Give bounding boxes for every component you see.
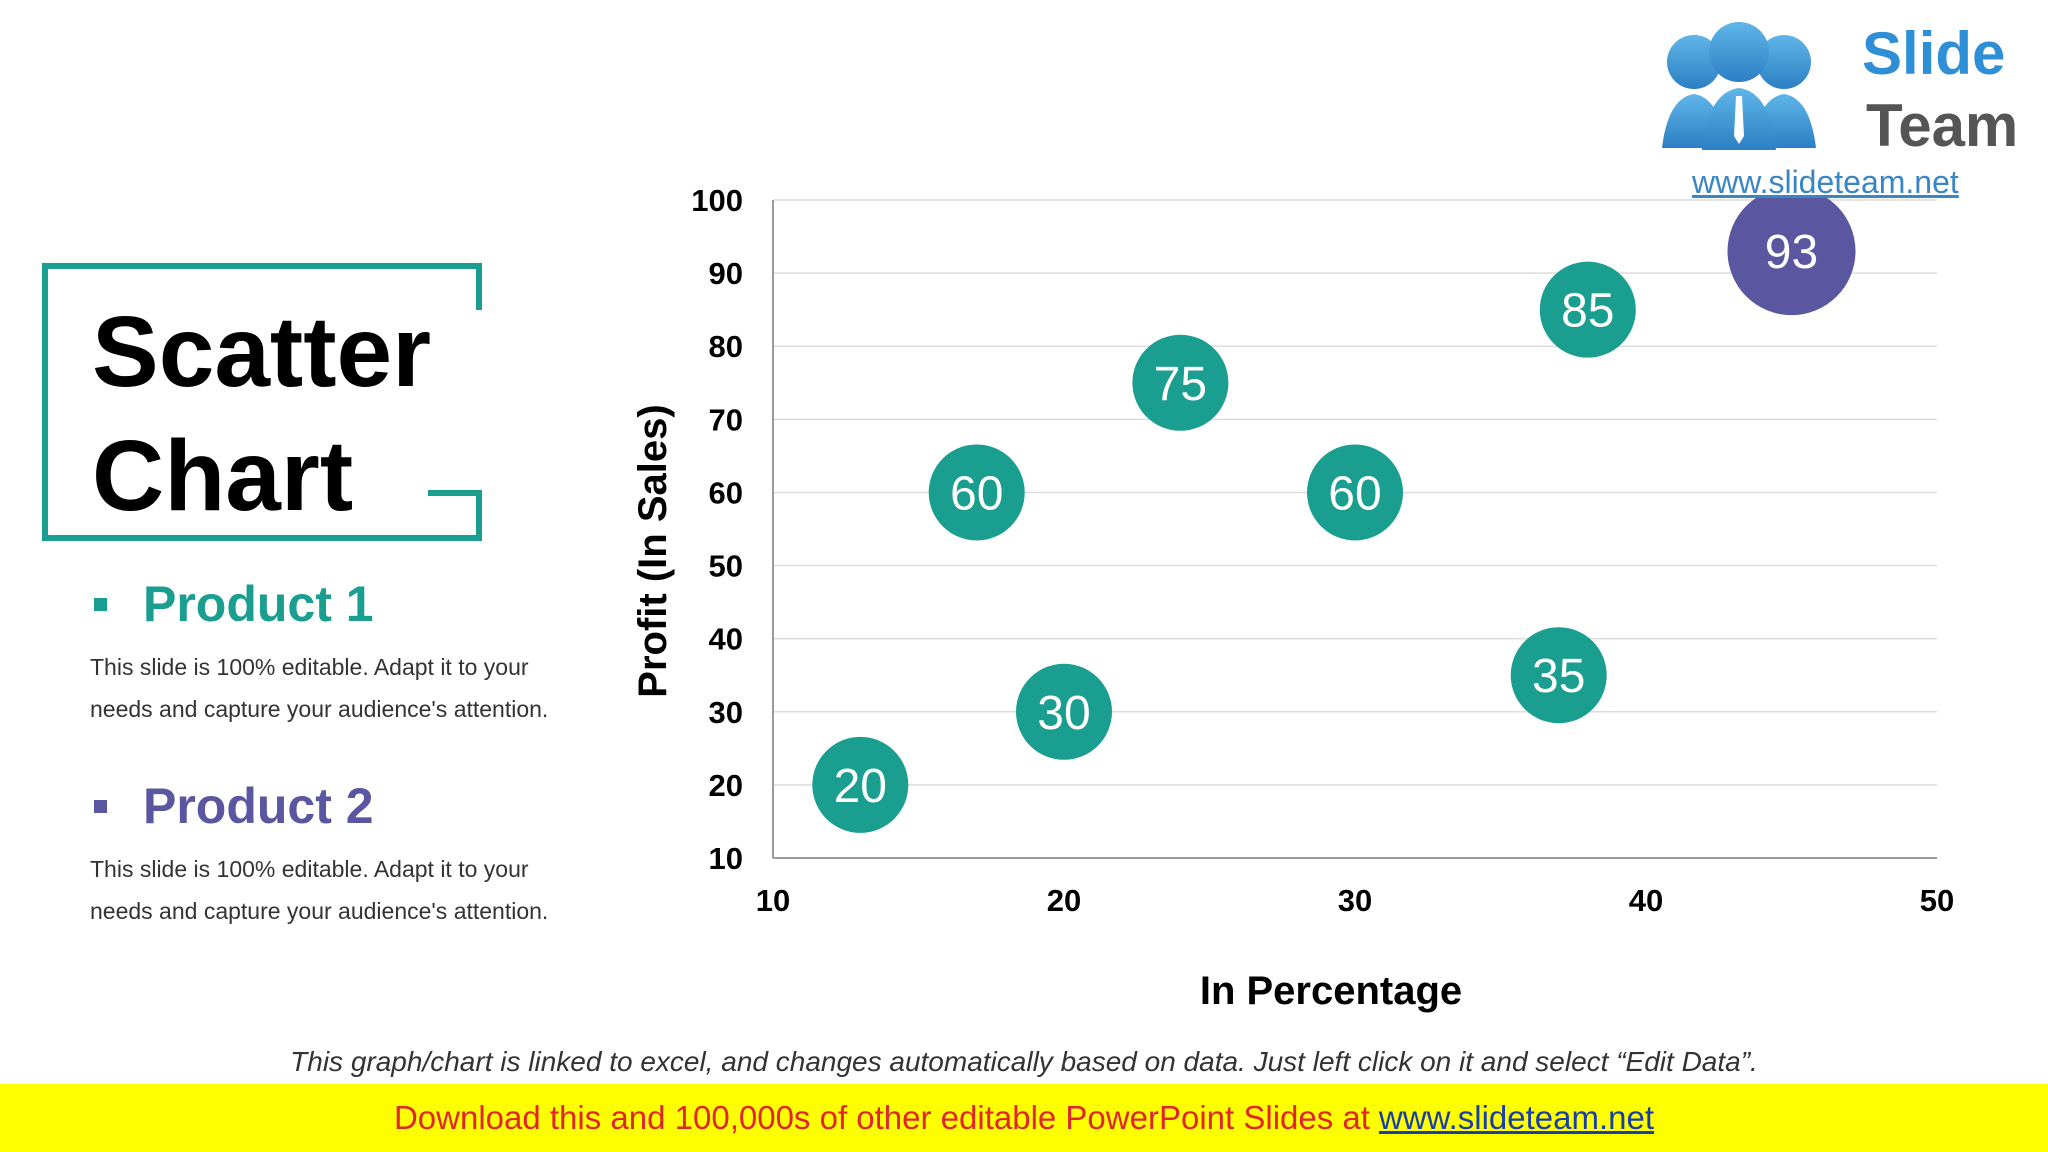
title-frame-gap-bottom <box>396 468 426 488</box>
data-point: 93 <box>1727 187 1856 316</box>
slide-title-line2: Chart <box>92 420 354 532</box>
x-tick-label: 10 <box>756 883 790 918</box>
data-point: 35 <box>1510 627 1607 724</box>
product-2-desc-line2: needs and capture your audience's attent… <box>90 898 549 924</box>
data-point: 60 <box>928 444 1025 541</box>
y-axis-label: Profit (In Sales) <box>631 404 675 697</box>
data-point-marker <box>1016 663 1112 760</box>
product-2-bullet-icon <box>94 799 107 813</box>
title-frame-accent <box>428 490 482 496</box>
y-tick-label: 20 <box>709 768 743 803</box>
y-tick-label: 100 <box>691 183 743 218</box>
chart-note: This graph/chart is linked to excel, and… <box>290 1046 1758 1077</box>
product-1-name: Product 1 <box>143 576 374 632</box>
y-tick-label: 40 <box>709 622 743 657</box>
data-point-marker <box>1539 261 1636 358</box>
y-tick-label: 10 <box>709 841 743 876</box>
product-1-bullet-icon <box>94 597 107 611</box>
logo-word-slide: Slide <box>1862 20 2006 87</box>
data-point: 30 <box>1016 663 1112 760</box>
chart-axes <box>772 200 1937 859</box>
data-point: 85 <box>1539 261 1636 358</box>
data-point: 60 <box>1307 444 1403 541</box>
data-label: 85 <box>1561 285 1614 338</box>
scatter-chart: 10 20 30 40 50 60 70 80 90 100 10 20 30 40 50 20 60 30 75… <box>631 183 1954 1013</box>
product-1-description: This slide is 100% editable. Adapt it to… <box>90 646 610 730</box>
chart-tick-labels: 10 20 30 40 50 60 70 80 90 100 10 20 30 40 50 <box>691 183 1954 918</box>
data-label: 60 <box>950 467 1003 520</box>
product-1-desc-line1: This slide is 100% editable. Adapt it to… <box>90 654 529 680</box>
download-banner: Download this and 100,000s of other edit… <box>0 1084 2048 1152</box>
data-label: 60 <box>1328 467 1381 520</box>
y-tick-label: 30 <box>709 695 743 730</box>
y-tick-label: 80 <box>709 329 743 364</box>
x-tick-label: 30 <box>1338 883 1372 918</box>
data-point-marker <box>1307 444 1403 541</box>
product-2-name: Product 2 <box>143 778 374 834</box>
slide-title: Scatter Chart <box>92 290 472 538</box>
logo-word-team: Team <box>1866 92 2019 159</box>
x-axis-label: In Percentage <box>1200 969 1462 1013</box>
y-tick-label: 50 <box>709 549 743 584</box>
x-tick-label: 40 <box>1629 883 1663 918</box>
x-tick-label: 20 <box>1047 883 1081 918</box>
chart-points: 20 60 30 75 60 35 85 93 <box>812 187 1856 833</box>
data-point-marker <box>1132 334 1229 431</box>
data-label: 20 <box>834 760 887 813</box>
slideteam-logo[interactable]: Slide Team www.slideteam.net <box>1638 0 2038 200</box>
y-tick-label: 60 <box>709 475 743 510</box>
data-label: 93 <box>1765 226 1818 279</box>
slide-title-line1: Scatter <box>92 296 432 408</box>
data-label: 35 <box>1532 650 1585 703</box>
data-point-marker <box>812 736 909 833</box>
product-1-desc-line2: needs and capture your audience's attent… <box>90 696 549 722</box>
product-2-desc-line1: This slide is 100% editable. Adapt it to… <box>90 856 529 882</box>
data-point-marker <box>928 444 1025 541</box>
data-point: 20 <box>812 736 909 833</box>
data-point-marker <box>1727 187 1856 316</box>
people-group-icon <box>1662 22 1816 150</box>
banner-text: Download this and 100,000s of other edit… <box>393 1099 1370 1136</box>
logo-url-link[interactable]: www.slideteam.net <box>1692 164 1959 200</box>
data-point-marker <box>1510 627 1607 724</box>
product-2-description: This slide is 100% editable. Adapt it to… <box>90 848 610 932</box>
title-frame-gap <box>470 310 490 490</box>
data-point: 75 <box>1132 334 1229 431</box>
y-tick-label: 70 <box>709 402 743 437</box>
data-label: 30 <box>1037 687 1090 740</box>
y-tick-label: 90 <box>709 256 743 291</box>
banner-link[interactable]: www.slideteam.net <box>1378 1099 1655 1136</box>
x-tick-label: 50 <box>1920 883 1954 918</box>
data-label: 75 <box>1154 358 1207 411</box>
product-2-block: Product 2 This slide is 100% editable. A… <box>90 776 610 932</box>
product-1-block: Product 1 This slide is 100% editable. A… <box>90 574 610 730</box>
